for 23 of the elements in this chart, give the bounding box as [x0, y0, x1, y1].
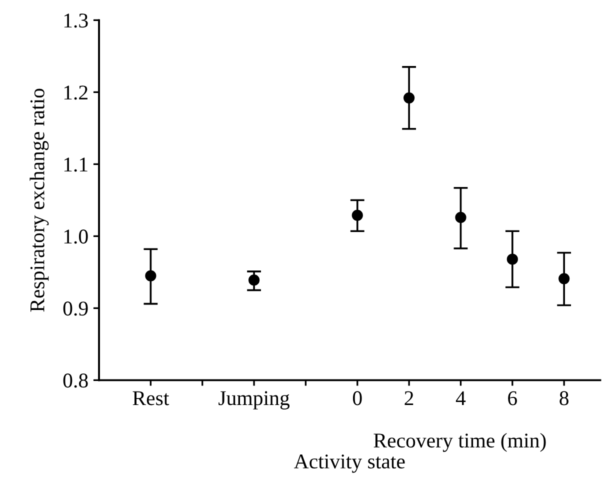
y-tick-label: 1.3 [64, 14, 88, 28]
x-tick-label: 2 [404, 391, 414, 406]
point [248, 274, 260, 286]
point [455, 212, 466, 223]
point [145, 270, 156, 282]
x-tick-label: Rest [132, 391, 170, 406]
point [352, 210, 363, 221]
text: Recovery time (min) [374, 432, 546, 452]
point [558, 273, 570, 284]
x-tick-label: 8 [560, 391, 568, 406]
x-tick-label: 0 [352, 391, 362, 406]
y-tick-label: 1.0 [64, 230, 88, 244]
y-tick-label: 1.1 [64, 158, 88, 172]
y-tick-label: 1.2 [64, 86, 88, 100]
x-axis-title: Activity state [294, 454, 405, 473]
x-tick-label: 6 [508, 391, 517, 406]
y-tick-label: 0.8 [63, 374, 88, 388]
point [403, 92, 415, 104]
y-axis-title: Respiratory exchange ratio [30, 88, 49, 312]
x-tick-label: 4 [456, 391, 466, 406]
point [506, 254, 518, 265]
x-tick-label: Jumping [218, 391, 290, 410]
y-tick-label: 0.9 [63, 302, 88, 316]
